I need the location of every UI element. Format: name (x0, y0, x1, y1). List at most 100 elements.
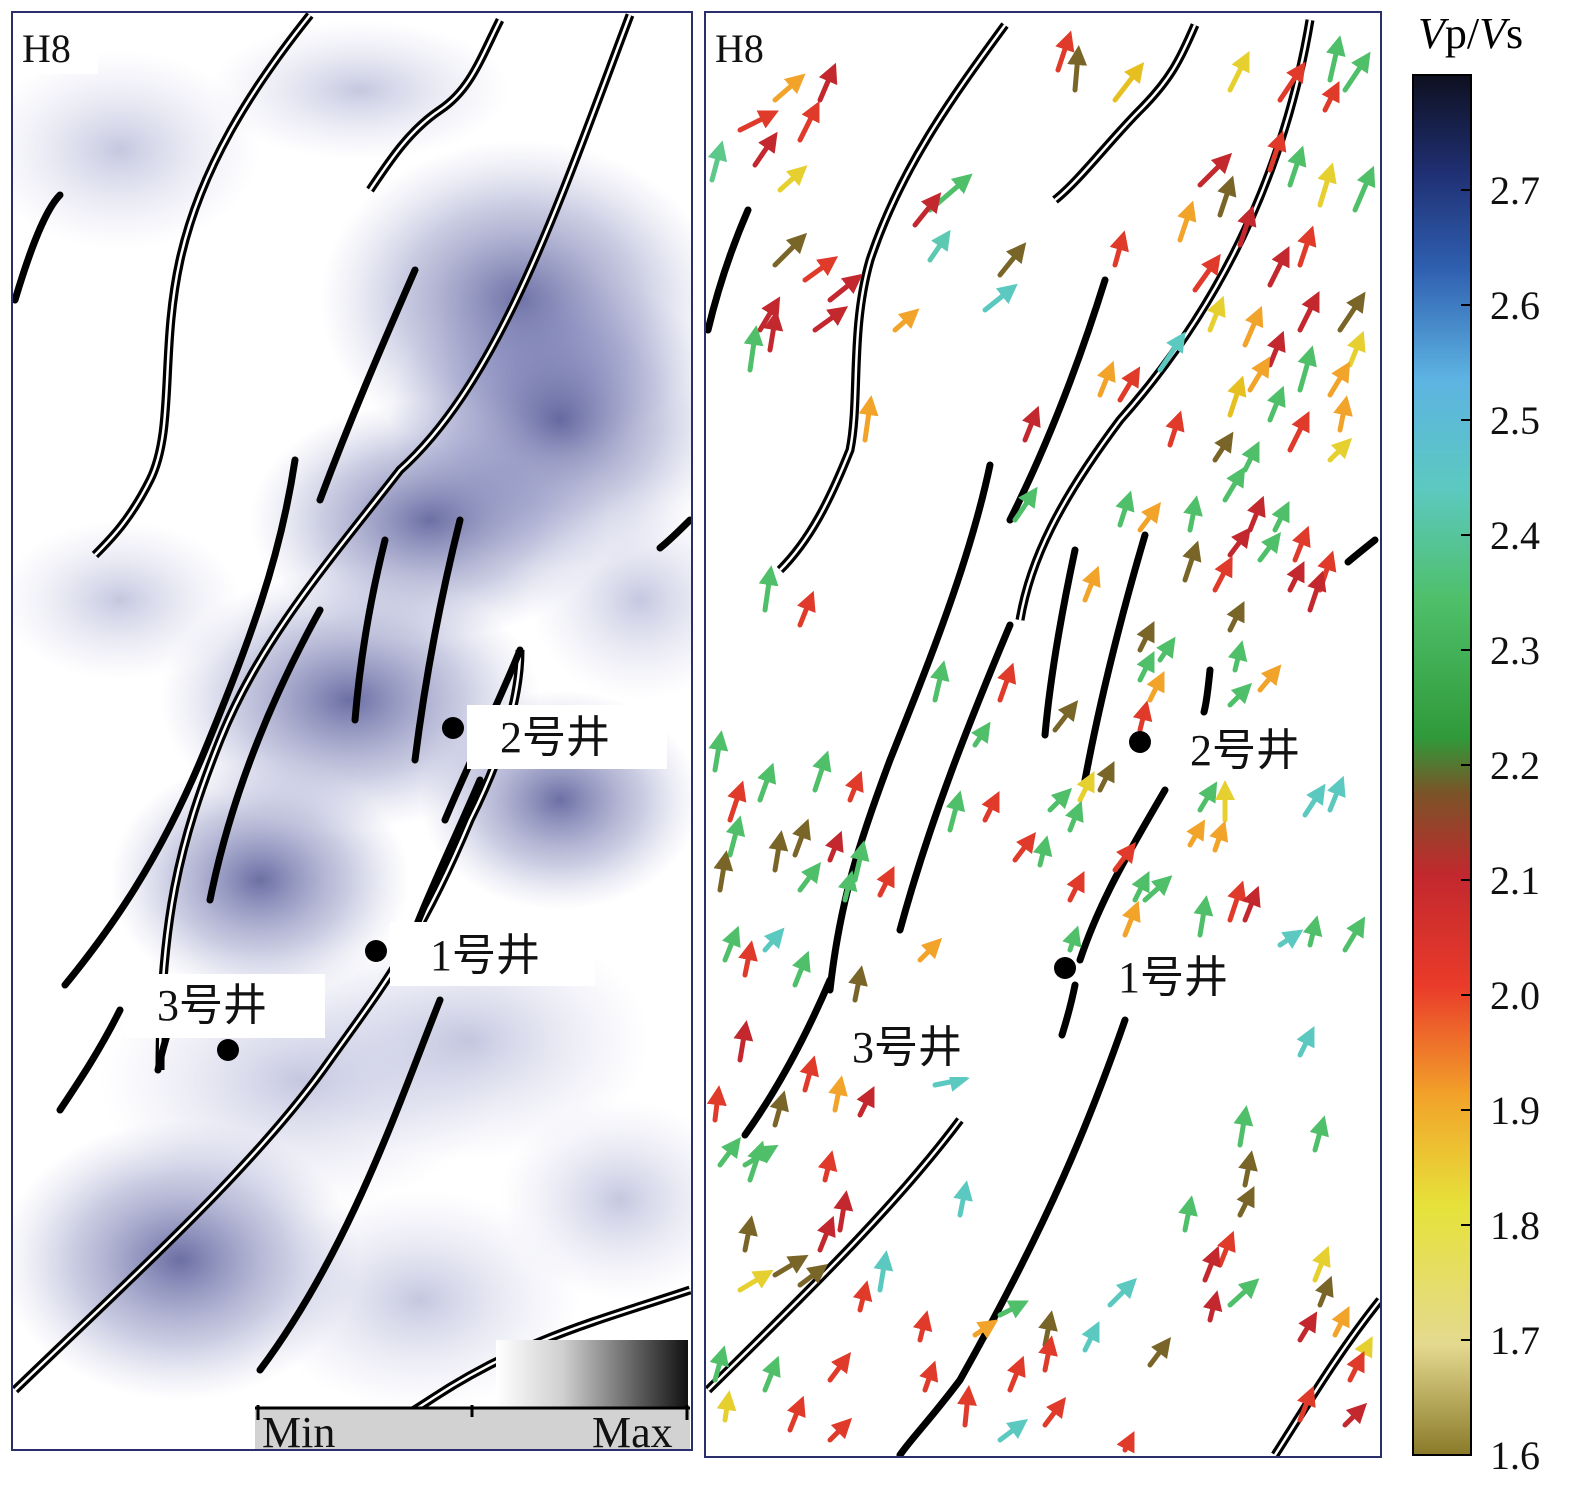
arrow (997, 1419, 1028, 1443)
arrow (797, 862, 821, 893)
arrow (787, 1395, 806, 1433)
arrow (733, 1020, 754, 1063)
arrow (1267, 130, 1287, 173)
well-label: 2号井 (1190, 726, 1300, 775)
arrow (1165, 410, 1185, 448)
arrow (1207, 295, 1226, 333)
arrow (927, 229, 951, 263)
fault-line (1058, 981, 1079, 1039)
arrow (743, 325, 764, 373)
arrow (837, 870, 858, 903)
arrow (1287, 411, 1310, 453)
arrow (1197, 152, 1233, 188)
arrow (858, 395, 879, 443)
arrow (772, 73, 806, 103)
arrow (768, 830, 789, 873)
arrow (725, 815, 746, 858)
arrow (1321, 81, 1340, 113)
arrow (1177, 200, 1197, 243)
arrow (1297, 1385, 1316, 1423)
well-label: 1号井 (430, 931, 540, 980)
arrow (833, 1190, 854, 1233)
fault-line (1081, 531, 1149, 784)
arrow (932, 1072, 970, 1092)
arrow (845, 770, 864, 803)
arrow (1052, 700, 1079, 733)
arrow (709, 1345, 729, 1383)
arrow (1227, 880, 1247, 923)
arrow (1227, 682, 1253, 708)
arrow (1076, 771, 1095, 803)
arrow (1315, 1275, 1334, 1308)
arrow (817, 1150, 838, 1183)
arrow (1236, 1186, 1255, 1218)
arrow (1096, 761, 1115, 793)
arrow (1296, 1026, 1315, 1058)
arrow (1297, 291, 1320, 333)
arrow (953, 1180, 973, 1218)
arrow (817, 62, 838, 103)
arrow (1287, 145, 1307, 188)
arrow (738, 1215, 758, 1253)
arrow (1317, 162, 1337, 208)
arrow (876, 866, 895, 898)
arrow (1142, 875, 1173, 903)
arrow (827, 273, 863, 303)
arrow (1327, 437, 1353, 463)
arrow (737, 1269, 774, 1293)
arrow (912, 192, 942, 228)
arrow (1022, 405, 1041, 443)
arrow (929, 660, 950, 703)
arrow (1109, 230, 1129, 268)
arrow (1309, 1115, 1329, 1153)
fault-line (1076, 786, 1169, 964)
colorbar-tick-label: 2.7 (1490, 168, 1540, 213)
arrow (1116, 1431, 1135, 1454)
arrow (1042, 1397, 1066, 1428)
arrow (997, 662, 1017, 703)
arrow (1297, 345, 1317, 393)
arrow (717, 1137, 741, 1168)
arrow (1137, 502, 1161, 533)
arrow (1067, 45, 1088, 93)
arrow (873, 1250, 894, 1293)
right-panel-frame (704, 11, 1382, 1458)
arrow (971, 721, 991, 748)
arrow (1277, 61, 1306, 103)
fault-line (316, 266, 419, 504)
arrow (1212, 431, 1234, 463)
arrow (1297, 1311, 1318, 1343)
arrow (1227, 527, 1251, 558)
colorbar-title: Vp/Vs (1418, 9, 1523, 58)
arrow (1233, 1105, 1254, 1148)
well-label: 1号井 (1118, 953, 1228, 1002)
colorbar-tick-label: 1.7 (1490, 1318, 1540, 1363)
well-1-right: 1号井 (1054, 953, 1228, 1002)
arrow (1055, 30, 1075, 73)
min-max-legend: Min Max (255, 1340, 690, 1457)
arrow (1286, 561, 1305, 593)
arrow (1107, 1277, 1138, 1308)
colorbar-tick-label: 2.5 (1490, 398, 1540, 443)
arrow (757, 762, 777, 803)
well-label-bg (467, 705, 667, 769)
arrow (1347, 330, 1366, 368)
arrow (828, 1075, 848, 1113)
arrow (1065, 800, 1084, 833)
arrow (1047, 787, 1073, 813)
arrow (1342, 916, 1366, 953)
arrow (752, 131, 778, 168)
arrow (792, 818, 811, 858)
fault-line (256, 996, 444, 1374)
arrow (1081, 1321, 1100, 1353)
fault-line (1041, 546, 1079, 739)
colorbar-ticks: 2.7 2.6 2.5 2.4 2.3 2.2 2.1 2.0 1.9 1.8 1.7 1.6 (1461, 168, 1540, 1478)
arrow (827, 1417, 853, 1443)
arrow (972, 1319, 999, 1339)
arrow (997, 1300, 1029, 1319)
arrow (1217, 1230, 1236, 1268)
arrow (1331, 1306, 1350, 1338)
arrow (1066, 871, 1085, 903)
arrow (762, 927, 785, 953)
arrow (1227, 51, 1250, 93)
